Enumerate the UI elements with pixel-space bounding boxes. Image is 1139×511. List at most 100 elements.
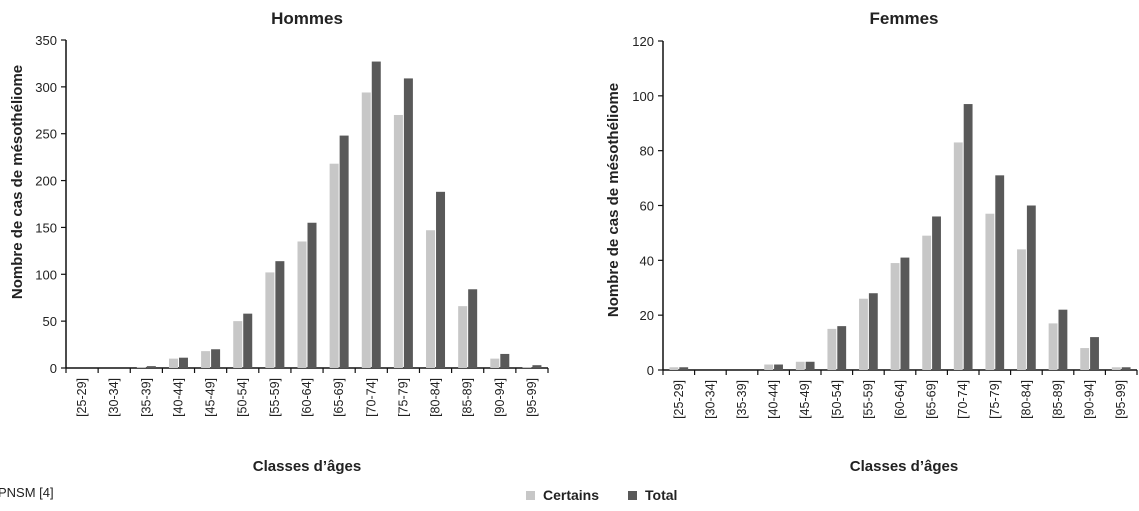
bar-certains-65-69 [329, 163, 339, 368]
y-tick-label: 0 [647, 363, 654, 378]
x-tick-label: [40-44] [767, 380, 781, 419]
bar-total-55-59 [868, 293, 878, 370]
bar-total-35-39 [146, 366, 156, 368]
x-tick-label: [70-74] [956, 380, 970, 419]
bar-total-70-74 [371, 61, 381, 369]
bar-total-95-99 [1121, 367, 1131, 370]
x-tick-label: [85-89] [461, 378, 475, 417]
x-tick-label: [95-99] [525, 378, 539, 417]
bar-total-85-89 [1058, 309, 1068, 370]
bar-certains-80-84 [1017, 249, 1026, 370]
x-tick-label: [80-84] [1019, 380, 1033, 419]
x-tick-label: [70-74] [364, 378, 378, 417]
bar-total-25-29 [679, 367, 689, 370]
x-axis-label: Classes d’âges [253, 458, 361, 475]
x-tick-label: [65-69] [925, 380, 939, 419]
source-note: PNSM [4] [0, 485, 54, 500]
bar-total-40-44 [774, 364, 783, 370]
y-tick-label: 100 [632, 89, 654, 104]
bar-certains-80-84 [426, 230, 436, 368]
x-tick-label: [50-54] [236, 378, 250, 417]
bar-total-85-89 [468, 289, 478, 368]
y-tick-label: 200 [35, 174, 57, 189]
x-tick-label: [30-34] [703, 380, 717, 419]
bar-certains-95-99 [1111, 367, 1121, 370]
x-tick-label: [50-54] [830, 380, 844, 419]
y-tick-label: 80 [640, 144, 654, 159]
y-axis: 0 50 100 150 200 250 300 350 [35, 33, 548, 376]
bar-total-45-49 [211, 349, 221, 368]
bar-total-70-74 [963, 104, 973, 370]
x-tick-label: [35-39] [139, 378, 153, 417]
x-tick-label: [85-89] [1051, 380, 1065, 419]
bar-certains-75-79 [393, 114, 403, 368]
y-axis-label: Nombre de cas de mésothéliome [605, 83, 622, 317]
bar-certains-90-94 [1080, 348, 1090, 370]
chart-title: Hommes [271, 9, 343, 28]
bar-total-45-49 [805, 361, 815, 370]
bar-certains-50-54 [827, 328, 837, 371]
x-tick-label: [60-64] [893, 380, 907, 419]
y-tick-label: 0 [50, 361, 57, 376]
x-tick-label: [60-64] [300, 378, 314, 417]
chart-femmes: Femmes Nombre de cas de mésothéliome Cla… [605, 9, 1138, 475]
legend-swatch-total [628, 491, 637, 500]
y-axis-label: Nombre de cas de mésothéliome [9, 65, 26, 299]
bar-certains-60-64 [297, 241, 307, 368]
bar-certains-65-69 [922, 235, 932, 370]
x-tick-label: [25-29] [672, 380, 686, 419]
x-tick-label: [95-99] [1114, 380, 1128, 419]
bar-certains-90-94 [490, 358, 500, 368]
y-axis: 0 20 40 60 80 100 120 [632, 34, 1137, 378]
bar-certains-50-54 [233, 321, 243, 368]
bar-total-65-69 [339, 135, 349, 368]
bar-certains-85-89 [1048, 323, 1058, 370]
bar-certains-95-99 [522, 367, 532, 368]
x-tick-label: [75-79] [396, 378, 410, 417]
y-tick-label: 250 [35, 127, 57, 142]
x-tick-label: [75-79] [988, 380, 1002, 419]
legend-label-total: Total [645, 487, 677, 503]
bar-certains-40-44 [764, 364, 774, 370]
bar-total-60-64 [900, 257, 910, 370]
y-tick-label: 120 [632, 34, 654, 49]
x-tick-label: [80-84] [429, 378, 443, 417]
bar-group [669, 104, 1131, 371]
bar-total-95-99 [532, 365, 542, 368]
legend-swatch-certains [526, 491, 535, 500]
bar-certains-75-79 [985, 213, 995, 370]
bar-total-50-54 [243, 313, 253, 368]
bar-certains-55-59 [859, 298, 868, 370]
y-tick-label: 20 [640, 308, 654, 323]
bar-total-75-79 [995, 175, 1005, 370]
legend: Certains Total [526, 487, 677, 503]
bar-total-90-94 [1090, 337, 1099, 370]
legend-label-certains: Certains [543, 487, 599, 503]
x-tick-label: [45-49] [204, 378, 218, 417]
x-tick-label: [30-34] [107, 378, 121, 417]
bar-certains-85-89 [458, 306, 468, 368]
y-tick-label: 40 [640, 253, 654, 268]
chart-hommes: Hommes Nombre de cas de mésothéliome Cla… [9, 9, 549, 475]
y-tick-label: 100 [35, 267, 57, 282]
chart-title: Femmes [870, 9, 939, 28]
bar-certains-25-29 [669, 367, 679, 370]
bar-certains-40-44 [168, 358, 178, 368]
bar-group [136, 61, 542, 369]
x-tick-label: [55-59] [861, 380, 875, 419]
y-tick-label: 350 [35, 33, 57, 48]
x-axis: [25-29] [30-34] [35-39] [40-44] [45-49] [50-5… [662, 370, 1138, 419]
x-tick-label: [25-29] [75, 378, 89, 417]
x-tick-label: [55-59] [268, 378, 282, 417]
bar-certains-45-49 [201, 351, 211, 368]
bar-total-75-79 [403, 78, 413, 369]
x-tick-label: [90-94] [1083, 380, 1097, 419]
y-tick-label: 50 [43, 314, 57, 329]
bar-certains-45-49 [795, 361, 805, 370]
x-tick-label: [90-94] [493, 378, 507, 417]
bar-total-65-69 [932, 216, 941, 370]
bar-total-80-84 [1026, 205, 1036, 370]
bar-certains-55-59 [265, 272, 275, 368]
x-axis: [25-29] [30-34] [35-39] [40-44] [45-49] [50-5… [65, 368, 549, 417]
